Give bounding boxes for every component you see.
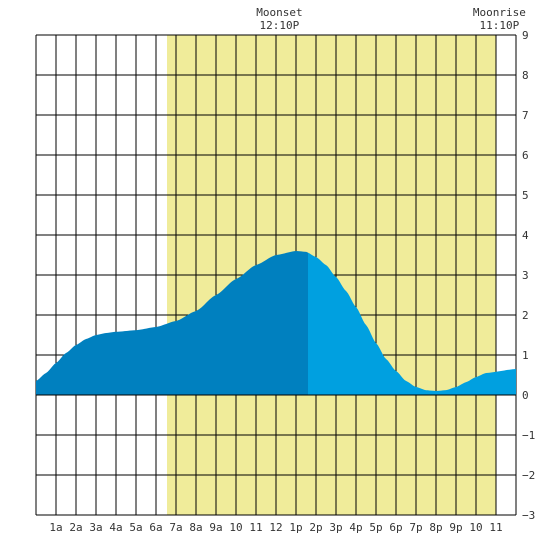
moon-event-name: Moonrise: [473, 6, 526, 19]
y-tick-label: 8: [522, 69, 529, 82]
y-tick-label: 2: [522, 309, 529, 322]
x-tick-label: 5p: [369, 521, 382, 534]
x-tick-label: 6p: [389, 521, 402, 534]
y-tick-label: 4: [522, 229, 529, 242]
x-tick-label: 8p: [429, 521, 442, 534]
moon-event-time: 12:10P: [260, 19, 300, 32]
y-tick-label: 0: [522, 389, 529, 402]
x-tick-label: 2a: [69, 521, 82, 534]
x-tick-label: 3p: [329, 521, 342, 534]
x-tick-label: 7a: [169, 521, 182, 534]
y-tick-label: −1: [522, 429, 535, 442]
x-tick-label: 1p: [289, 521, 302, 534]
y-tick-label: −2: [522, 469, 535, 482]
tide-area-falling: [36, 251, 308, 395]
x-tick-label: 1a: [49, 521, 62, 534]
x-tick-label: 3a: [89, 521, 102, 534]
tide-area-rising: [308, 252, 516, 395]
x-tick-label: 9p: [449, 521, 462, 534]
y-tick-label: 5: [522, 189, 529, 202]
x-tick-label: 5a: [129, 521, 142, 534]
x-tick-label: 12: [269, 521, 282, 534]
x-tick-label: 10: [469, 521, 482, 534]
x-tick-label: 8a: [189, 521, 202, 534]
x-tick-label: 9a: [209, 521, 222, 534]
moon-event-name: Moonset: [256, 6, 302, 19]
x-tick-label: 2p: [309, 521, 322, 534]
y-tick-label: 3: [522, 269, 529, 282]
x-tick-label: 6a: [149, 521, 162, 534]
y-tick-label: 7: [522, 109, 529, 122]
x-tick-label: 11: [249, 521, 262, 534]
y-tick-label: −3: [522, 509, 535, 522]
x-tick-label: 10: [229, 521, 242, 534]
y-tick-label: 6: [522, 149, 529, 162]
x-tick-label: 7p: [409, 521, 422, 534]
y-tick-label: 1: [522, 349, 529, 362]
x-tick-label: 4a: [109, 521, 122, 534]
moon-event-time: 11:10P: [480, 19, 520, 32]
x-tick-label: 4p: [349, 521, 362, 534]
x-tick-label: 11: [489, 521, 502, 534]
y-tick-label: 9: [522, 29, 529, 42]
